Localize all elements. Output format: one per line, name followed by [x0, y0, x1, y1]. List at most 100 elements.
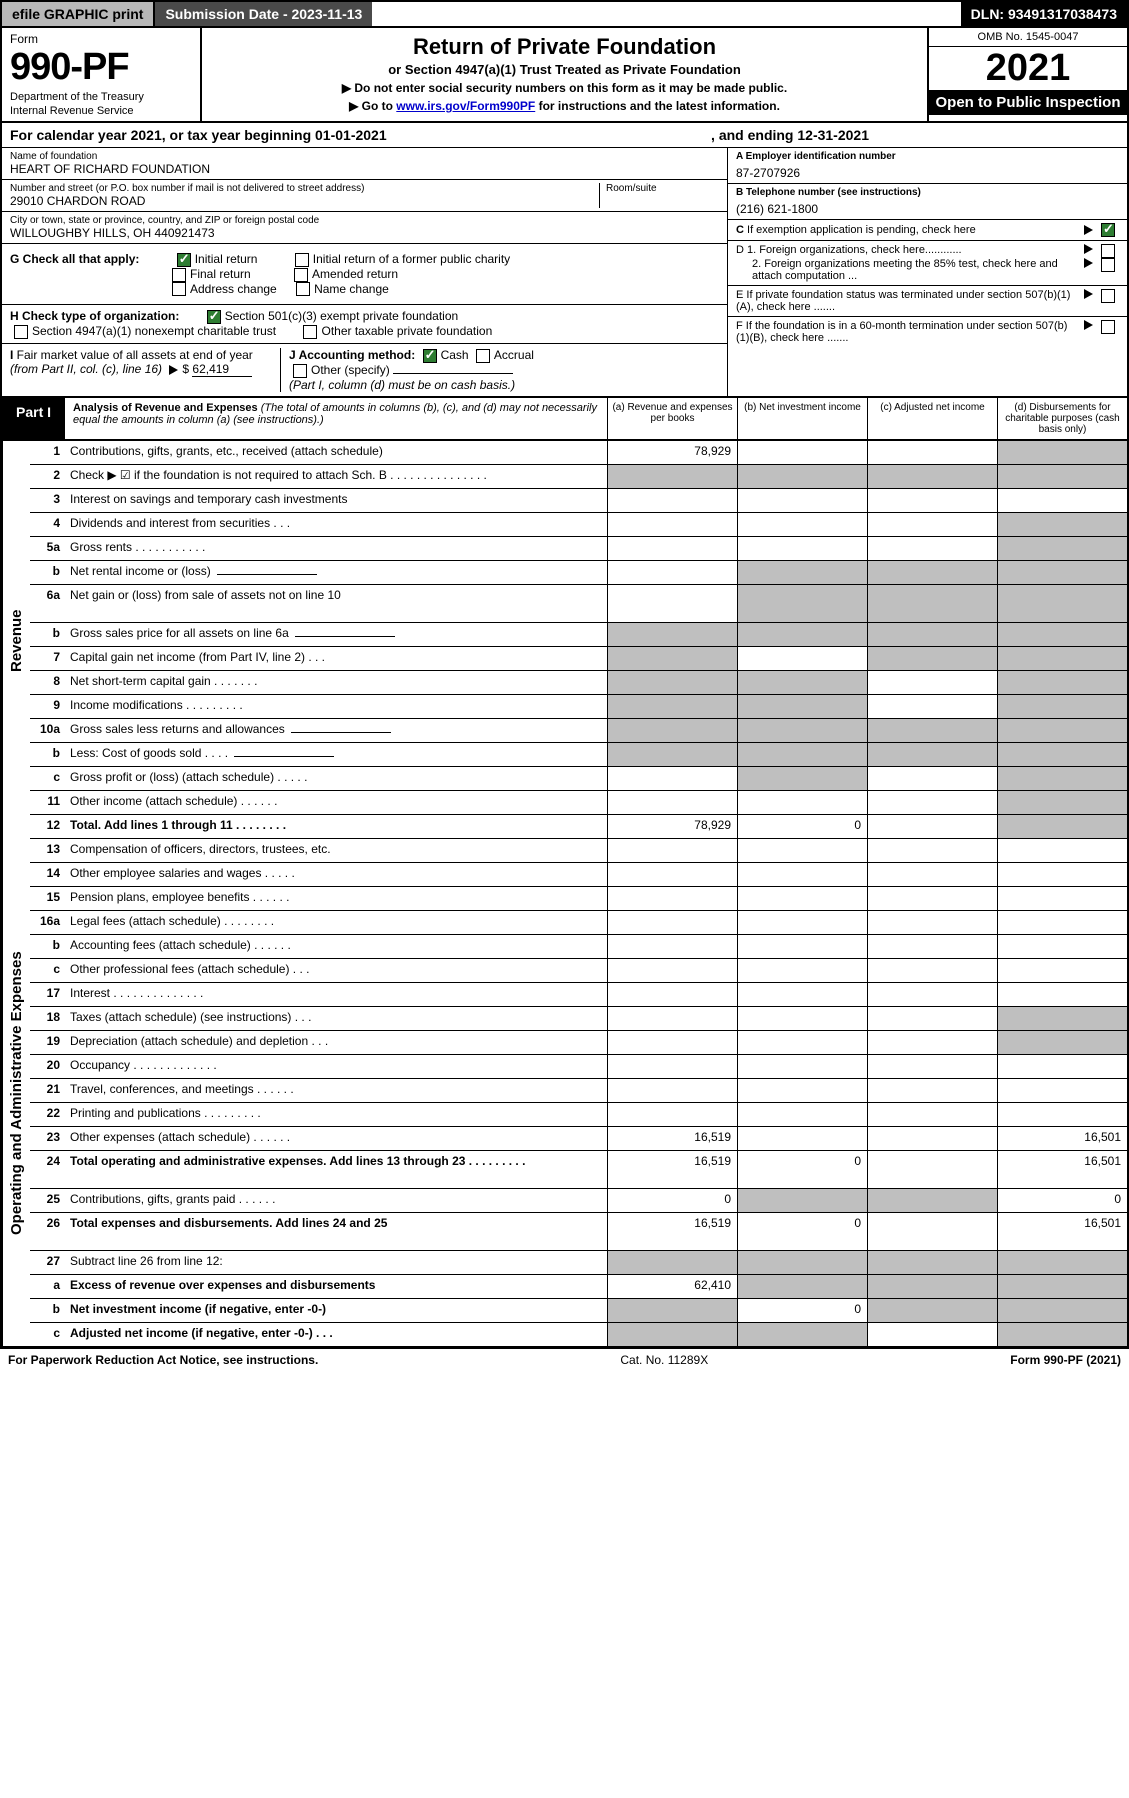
form-number: 990-PF — [10, 46, 192, 89]
form-title: Return of Private Foundation — [212, 34, 917, 60]
ein-value: 87-2707926 — [736, 162, 1119, 180]
terminated-checkbox[interactable] — [1101, 289, 1115, 303]
table-row: 1Contributions, gifts, grants, etc., rec… — [30, 441, 1127, 465]
name-change-checkbox[interactable] — [296, 282, 310, 296]
form-word: Form — [10, 32, 192, 46]
table-row: 2Check ▶ ☑ if the foundation is not requ… — [30, 465, 1127, 489]
table-row: bLess: Cost of goods sold . . . . — [30, 743, 1127, 767]
dln: DLN: 93491317038473 — [961, 2, 1127, 26]
part1-header: Part I Analysis of Revenue and Expenses … — [0, 398, 1129, 441]
g-label: G Check all that apply: — [10, 252, 139, 266]
initial-former-checkbox[interactable] — [295, 253, 309, 267]
60month-checkbox[interactable] — [1101, 320, 1115, 334]
table-row: bNet rental income or (loss) — [30, 561, 1127, 585]
room-label: Room/suite — [606, 183, 719, 194]
table-row: 25Contributions, gifts, grants paid . . … — [30, 1189, 1127, 1213]
other-method-checkbox[interactable] — [293, 364, 307, 378]
table-row: 12Total. Add lines 1 through 11 . . . . … — [30, 815, 1127, 839]
col-b-header: (b) Net investment income — [737, 398, 867, 439]
irs: Internal Revenue Service — [10, 105, 192, 117]
name-label: Name of foundation — [10, 151, 719, 162]
table-row: bAccounting fees (attach schedule) . . .… — [30, 935, 1127, 959]
revenue-side-label: Revenue — [2, 441, 30, 841]
arrow-icon — [169, 365, 178, 375]
table-row: 15Pension plans, employee benefits . . .… — [30, 887, 1127, 911]
table-row: 5aGross rents . . . . . . . . . . . — [30, 537, 1127, 561]
calendar-year-row: For calendar year 2021, or tax year begi… — [0, 123, 1129, 148]
foreign-85-checkbox[interactable] — [1101, 258, 1115, 272]
dept-treasury: Department of the Treasury — [10, 91, 192, 103]
foreign-org-checkbox[interactable] — [1101, 244, 1115, 258]
table-row: 3Interest on savings and temporary cash … — [30, 489, 1127, 513]
addr-label: Number and street (or P.O. box number if… — [10, 183, 599, 194]
goto-note: ▶ Go to www.irs.gov/Form990PF for instru… — [212, 99, 917, 113]
h-label: H Check type of organization: — [10, 309, 179, 323]
table-row: 6aNet gain or (loss) from sale of assets… — [30, 585, 1127, 623]
ein-label: A Employer identification number — [736, 151, 1119, 162]
submission-date: Submission Date - 2023-11-13 — [155, 2, 372, 26]
form-ref: Form 990-PF (2021) — [1010, 1353, 1121, 1367]
table-row: 7Capital gain net income (from Part IV, … — [30, 647, 1127, 671]
table-row: 21Travel, conferences, and meetings . . … — [30, 1079, 1127, 1103]
other-taxable-checkbox[interactable] — [303, 325, 317, 339]
table-row: 20Occupancy . . . . . . . . . . . . . — [30, 1055, 1127, 1079]
table-row: cAdjusted net income (if negative, enter… — [30, 1323, 1127, 1347]
fmv-value: 62,419 — [192, 362, 252, 377]
table-row: 16aLegal fees (attach schedule) . . . . … — [30, 911, 1127, 935]
cash-basis-note: (Part I, column (d) must be on cash basi… — [289, 378, 515, 392]
ssn-note: ▶ Do not enter social security numbers o… — [212, 81, 917, 95]
exemption-pending-checkbox[interactable] — [1101, 223, 1115, 237]
table-row: bNet investment income (if negative, ent… — [30, 1299, 1127, 1323]
cash-checkbox[interactable] — [423, 349, 437, 363]
part1-tab: Part I — [2, 398, 65, 439]
table-row: 19Depreciation (attach schedule) and dep… — [30, 1031, 1127, 1055]
city-label: City or town, state or province, country… — [10, 215, 719, 226]
table-row: 22Printing and publications . . . . . . … — [30, 1103, 1127, 1127]
form990pf-link[interactable]: www.irs.gov/Form990PF — [396, 99, 535, 113]
paperwork-notice: For Paperwork Reduction Act Notice, see … — [8, 1353, 318, 1367]
table-row: 24Total operating and administrative exp… — [30, 1151, 1127, 1189]
table-row: 26Total expenses and disbursements. Add … — [30, 1213, 1127, 1251]
table-row: 13Compensation of officers, directors, t… — [30, 839, 1127, 863]
table-row: 10aGross sales less returns and allowanc… — [30, 719, 1127, 743]
table-row: 4Dividends and interest from securities … — [30, 513, 1127, 537]
501c3-checkbox[interactable] — [207, 310, 221, 324]
page-footer: For Paperwork Reduction Act Notice, see … — [0, 1349, 1129, 1371]
phone-label: B Telephone number (see instructions) — [736, 187, 1119, 198]
open-inspection: Open to Public Inspection — [929, 90, 1127, 115]
part1-table: Revenue Operating and Administrative Exp… — [0, 441, 1129, 1349]
tax-year: 2021 — [929, 47, 1127, 90]
foundation-name: HEART OF RICHARD FOUNDATION — [10, 162, 719, 176]
table-row: bGross sales price for all assets on lin… — [30, 623, 1127, 647]
amended-return-checkbox[interactable] — [294, 268, 308, 282]
4947-checkbox[interactable] — [14, 325, 28, 339]
table-row: 11Other income (attach schedule) . . . .… — [30, 791, 1127, 815]
initial-return-checkbox[interactable] — [177, 253, 191, 267]
col-c-header: (c) Adjusted net income — [867, 398, 997, 439]
table-row: 17Interest . . . . . . . . . . . . . . — [30, 983, 1127, 1007]
table-row: 18Taxes (attach schedule) (see instructi… — [30, 1007, 1127, 1031]
table-row: 23Other expenses (attach schedule) . . .… — [30, 1127, 1127, 1151]
cat-no: Cat. No. 11289X — [318, 1353, 1010, 1367]
arrow-icon — [1084, 225, 1093, 235]
table-row: cGross profit or (loss) (attach schedule… — [30, 767, 1127, 791]
col-d-header: (d) Disbursements for charitable purpose… — [997, 398, 1127, 439]
table-row: 8Net short-term capital gain . . . . . .… — [30, 671, 1127, 695]
city-state-zip: WILLOUGHBY HILLS, OH 440921473 — [10, 226, 719, 240]
form-subtitle: or Section 4947(a)(1) Trust Treated as P… — [212, 62, 917, 77]
efile-print-button[interactable]: efile GRAPHIC print — [2, 2, 155, 26]
address-change-checkbox[interactable] — [172, 282, 186, 296]
table-row: 27Subtract line 26 from line 12: — [30, 1251, 1127, 1275]
table-row: cOther professional fees (attach schedul… — [30, 959, 1127, 983]
expenses-side-label: Operating and Administrative Expenses — [2, 841, 30, 1347]
form-header: Form 990-PF Department of the Treasury I… — [0, 28, 1129, 123]
col-a-header: (a) Revenue and expenses per books — [607, 398, 737, 439]
topbar: efile GRAPHIC print Submission Date - 20… — [0, 0, 1129, 28]
final-return-checkbox[interactable] — [172, 268, 186, 282]
street-address: 29010 CHARDON ROAD — [10, 194, 599, 208]
accrual-checkbox[interactable] — [476, 349, 490, 363]
table-row: 9Income modifications . . . . . . . . . — [30, 695, 1127, 719]
table-row: 14Other employee salaries and wages . . … — [30, 863, 1127, 887]
omb-number: OMB No. 1545-0047 — [929, 28, 1127, 47]
phone-value: (216) 621-1800 — [736, 198, 1119, 216]
